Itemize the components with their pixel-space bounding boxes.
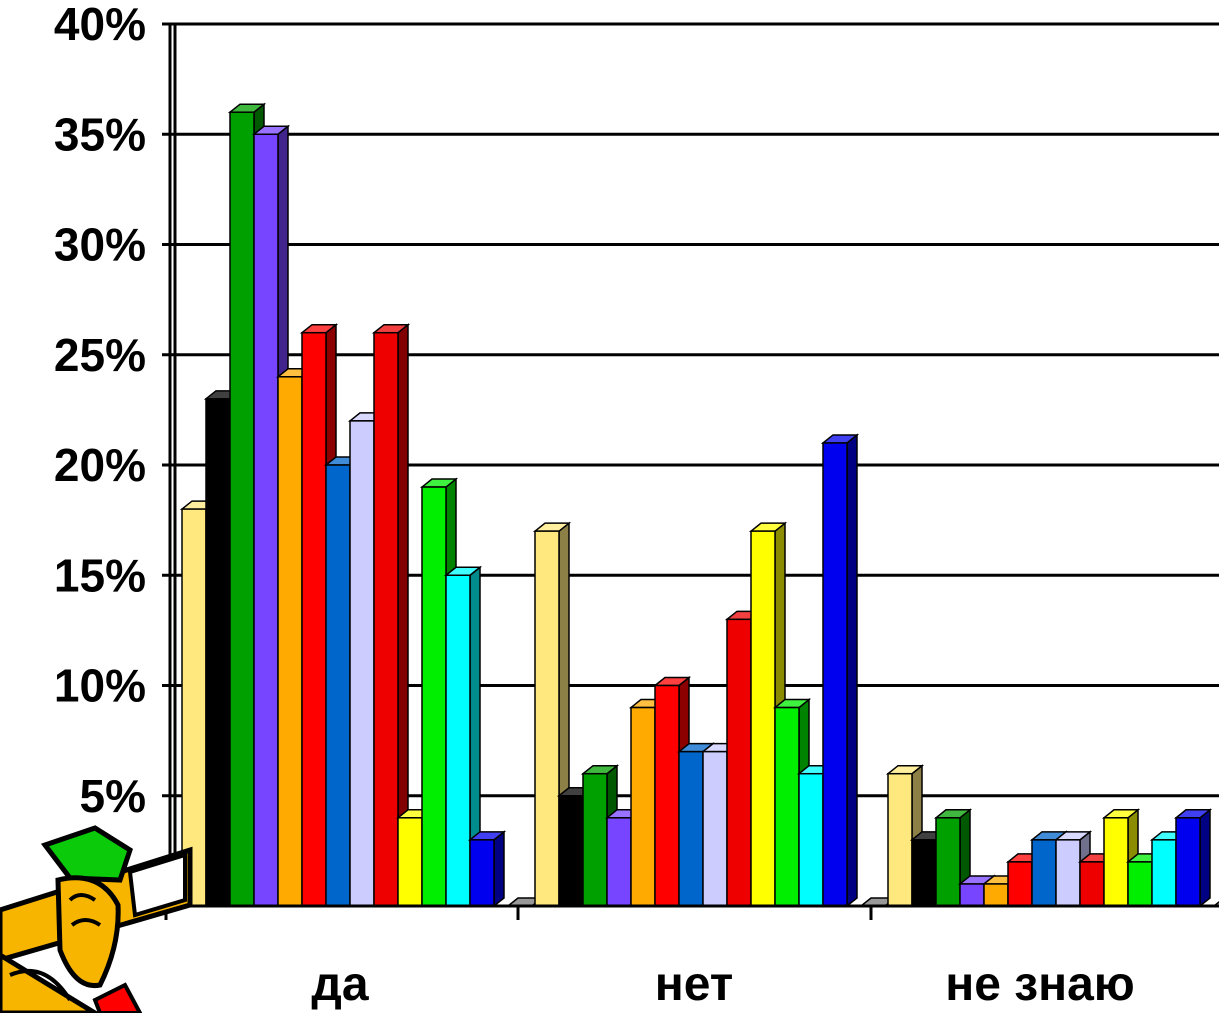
y-tick-label: 35% bbox=[54, 108, 146, 160]
axes bbox=[164, 24, 1219, 920]
x-axis-category-labels: да нет не знаю bbox=[311, 958, 1134, 1011]
y-tick-label: 10% bbox=[54, 660, 146, 712]
bar bbox=[467, 830, 507, 908]
bar bbox=[443, 565, 483, 908]
y-tick-label: 30% bbox=[54, 219, 146, 271]
x-category-label: не знаю bbox=[945, 958, 1135, 1011]
y-axis-tick-labels: 40% 35% 30% 25% 20% 15% 10% 5% bbox=[54, 0, 146, 822]
bar bbox=[1149, 830, 1189, 908]
y-tick-label: 5% bbox=[80, 770, 146, 822]
y-tick-label: 40% bbox=[54, 0, 146, 50]
clipart-pencil-figure-icon bbox=[0, 825, 193, 1013]
x-category-label: нет bbox=[655, 958, 734, 1011]
y-tick-label: 15% bbox=[54, 549, 146, 601]
bar bbox=[1053, 830, 1093, 908]
y-tick-label: 25% bbox=[54, 329, 146, 381]
y-tick-label: 20% bbox=[54, 439, 146, 491]
bars bbox=[179, 102, 1219, 908]
x-category-label: да bbox=[311, 958, 368, 1011]
bar bbox=[820, 433, 860, 908]
bar bbox=[1173, 808, 1213, 908]
